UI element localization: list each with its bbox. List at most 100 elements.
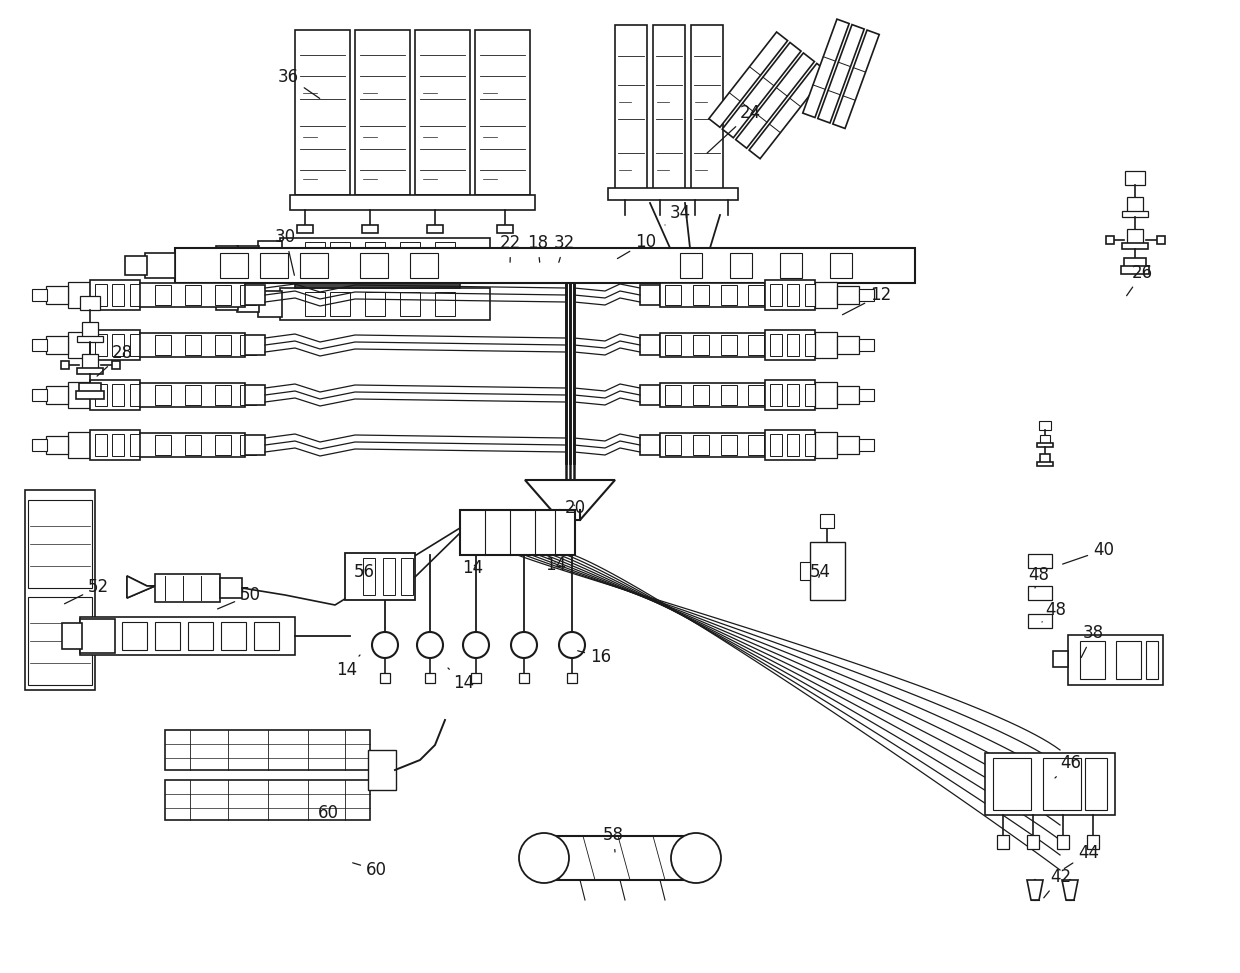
Text: 44: 44: [1064, 844, 1099, 869]
Text: 20: 20: [565, 499, 587, 517]
Bar: [475, 30, 529, 195]
Bar: [290, 195, 534, 210]
Bar: [1123, 258, 1146, 272]
Bar: [219, 578, 242, 598]
Bar: [435, 292, 455, 316]
Text: 54: 54: [810, 563, 831, 581]
Text: 14: 14: [546, 556, 567, 574]
Bar: [140, 333, 246, 357]
Bar: [68, 382, 91, 408]
Bar: [435, 242, 455, 266]
Bar: [91, 280, 140, 310]
Bar: [258, 241, 281, 267]
Bar: [730, 253, 751, 278]
Text: 38: 38: [1081, 624, 1104, 658]
Bar: [155, 385, 171, 405]
Bar: [820, 514, 835, 528]
Bar: [77, 368, 103, 374]
Bar: [215, 285, 231, 305]
Bar: [805, 384, 817, 406]
Bar: [145, 253, 175, 278]
Bar: [298, 225, 312, 233]
Bar: [693, 335, 709, 355]
Bar: [1068, 635, 1163, 685]
Bar: [185, 335, 201, 355]
Bar: [155, 574, 219, 602]
Bar: [260, 253, 288, 278]
Text: 18: 18: [527, 234, 548, 263]
Bar: [660, 433, 765, 457]
Bar: [130, 284, 143, 306]
Bar: [95, 434, 107, 456]
Bar: [805, 334, 817, 356]
Bar: [185, 385, 201, 405]
Bar: [216, 296, 238, 310]
Bar: [77, 336, 103, 342]
Bar: [241, 285, 255, 305]
Bar: [46, 336, 68, 354]
Bar: [125, 256, 148, 275]
Bar: [770, 284, 782, 306]
Bar: [415, 30, 470, 195]
Bar: [665, 335, 681, 355]
Bar: [1053, 651, 1068, 667]
Bar: [748, 385, 764, 405]
Bar: [815, 382, 837, 408]
Bar: [95, 384, 107, 406]
Bar: [787, 284, 799, 306]
Bar: [130, 384, 143, 406]
Bar: [805, 284, 817, 306]
Bar: [770, 384, 782, 406]
Bar: [365, 242, 384, 266]
Bar: [360, 253, 388, 278]
Bar: [787, 384, 799, 406]
Bar: [300, 253, 329, 278]
Bar: [1125, 171, 1145, 185]
Bar: [993, 758, 1030, 810]
Bar: [112, 384, 124, 406]
Bar: [859, 339, 874, 351]
Bar: [62, 623, 82, 649]
Circle shape: [559, 632, 585, 658]
Bar: [997, 835, 1009, 849]
Bar: [765, 330, 815, 360]
Bar: [216, 246, 238, 260]
Bar: [379, 673, 391, 683]
Bar: [765, 380, 815, 410]
Bar: [130, 334, 143, 356]
Bar: [221, 622, 246, 650]
Bar: [693, 385, 709, 405]
Text: 60: 60: [317, 804, 339, 822]
Bar: [640, 285, 660, 305]
Bar: [32, 439, 47, 451]
Bar: [68, 432, 91, 458]
Text: 10: 10: [618, 233, 656, 259]
Bar: [748, 285, 764, 305]
Bar: [188, 622, 213, 650]
Bar: [241, 335, 255, 355]
Bar: [837, 386, 859, 404]
Bar: [680, 253, 702, 278]
Bar: [660, 333, 765, 357]
Bar: [81, 617, 295, 655]
Bar: [720, 285, 737, 305]
Bar: [1028, 554, 1052, 568]
Bar: [112, 334, 124, 356]
Bar: [237, 296, 259, 312]
Bar: [1039, 421, 1052, 430]
Polygon shape: [735, 53, 815, 148]
Text: 40: 40: [1063, 541, 1114, 564]
Bar: [112, 284, 124, 306]
Bar: [1122, 211, 1148, 217]
Bar: [780, 253, 802, 278]
Bar: [91, 380, 140, 410]
Text: 28: 28: [97, 344, 133, 377]
Bar: [1056, 835, 1069, 849]
Bar: [237, 246, 259, 262]
Bar: [720, 435, 737, 455]
Text: 48: 48: [1042, 601, 1066, 622]
Polygon shape: [126, 576, 155, 598]
Bar: [46, 436, 68, 454]
Text: 24: 24: [707, 104, 761, 153]
Bar: [770, 434, 782, 456]
